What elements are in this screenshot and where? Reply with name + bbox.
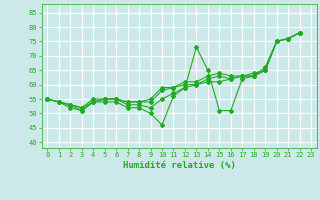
X-axis label: Humidité relative (%): Humidité relative (%) <box>123 161 236 170</box>
